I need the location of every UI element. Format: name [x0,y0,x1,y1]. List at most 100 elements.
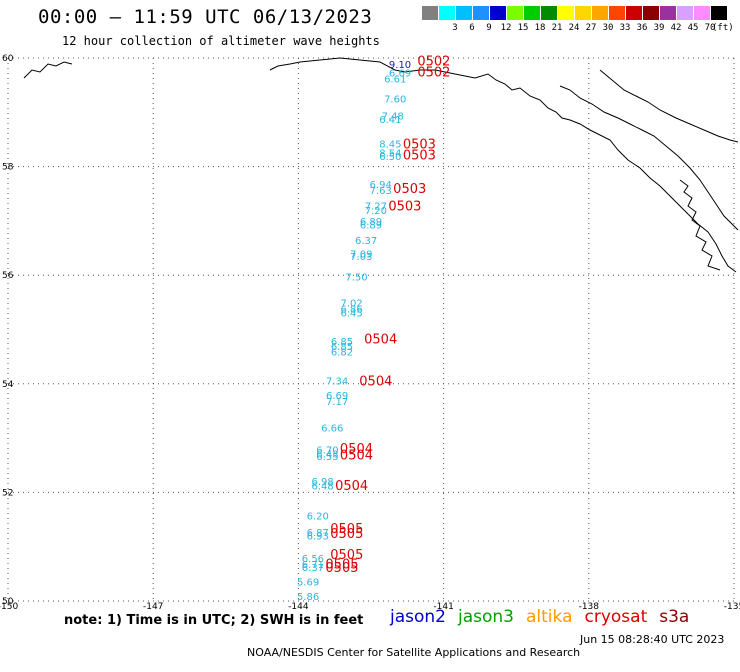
scale-label: 39 [653,23,665,33]
scale-label: 9 [486,23,492,33]
wave-height-label: 6.85 [331,337,353,348]
wave-height-label: 6.70 [316,445,338,456]
scale-label: 18 [534,23,546,33]
scale-swatch [541,6,557,20]
map-title: 00:00 – 11:59 UTC 06/13/2023 [38,6,373,28]
scale-swatch [609,6,625,20]
scale-swatch [711,6,727,20]
pass-time-label: 0505 [330,527,363,542]
pass-time-label: 0505 [325,557,358,572]
x-tick-label: -135 [724,602,740,612]
scale-swatch [592,6,608,20]
footer-credit: NOAA/NESDIS Center for Satellite Applica… [247,646,581,659]
wave-height-label: 6.66 [321,424,343,435]
y-tick-label: 58 [2,163,14,173]
wave-height-label: 6.82 [331,348,353,359]
satellite-name: s3a [659,607,690,627]
satellite-name: altika [526,607,573,627]
wave-height-label: 6.20 [307,512,329,523]
wave-height-label: 6.43 [316,450,338,461]
wave-height-label: 6.61 [384,74,406,85]
pass-time-label: 0505 [330,522,363,537]
coastline-gulf-of-alaska [269,57,737,273]
scale-label: 30 [602,23,614,33]
axis-tick-labels: -150 -147 -144 -141 -138 -135 60 58 56 54 52 50 [0,54,740,612]
altimeter-labels: 9.106.696.617.607.486.418.458.546.506.94… [297,55,451,603]
pass-time-label: 0504 [364,333,397,348]
x-tick-label: -147 [143,602,163,612]
wave-height-map: 9.106.696.617.607.486.418.458.546.506.94… [0,54,740,612]
x-tick-label: -141 [433,602,453,612]
wave-height-label: 6.50 [379,152,401,163]
scale-swatch [677,6,693,20]
x-tick-label: -150 [0,602,18,612]
coastline-alexander-archipelago [559,85,739,231]
y-tick-label: 50 [2,597,14,607]
scale-swatch [626,6,642,20]
wave-height-label: 6.69 [326,391,348,402]
scale-swatch [524,6,540,20]
footer: NOAA/NESDIS Center for Satellite Applica… [240,633,724,672]
scale-label: 12 [500,23,512,33]
scale-swatch [507,6,523,20]
pass-time-label: 0504 [340,442,373,457]
pass-time-label: 0503 [403,149,436,164]
wave-height-label: 7.34 [326,376,348,387]
scale-label: 24 [568,23,580,33]
wave-height-label: 8.45 [379,140,401,151]
wave-height-label: 6.87 [307,528,329,539]
wave-height-label: 6.86 [341,305,363,316]
scale-label: 45 [687,23,699,33]
wave-height-label: 9.10 [389,60,411,71]
y-tick-label: 56 [2,271,14,281]
scale-unit: (ft) [712,23,734,33]
wave-height-label: 6.56 [302,554,324,565]
pass-time-label: 0504 [340,448,373,463]
pass-time-label: 0503 [388,200,421,215]
wave-height-label: 7.48 [382,111,404,122]
satellite-name: jason2 [390,607,446,627]
scale-label: 6 [469,23,475,33]
pass-time-label: 0505 [330,548,363,563]
scale-label: 36 [636,23,648,33]
pass-time-label: 0503 [403,138,436,153]
wave-height-label: 6.94 [370,180,392,191]
map-subtitle: 12 hour collection of altimeter wave hei… [62,34,380,48]
wave-height-label: 6.98 [311,477,333,488]
wave-height-label: 6.89 [360,217,382,228]
wave-height-label: 7.60 [384,95,406,106]
wave-height-label: 7.09 [350,249,372,260]
wave-height-label: 7.20 [365,206,387,217]
scale-swatch [422,6,438,20]
scale-swatch [490,6,506,20]
wave-height-label: 6.89 [360,221,382,232]
scale-label: 21 [551,23,563,33]
wave-height-label: 6.55 [316,452,338,463]
satellite-legend: jason2 jason3 altika cryosat s3a [390,607,701,627]
scale-swatch [456,6,472,20]
pass-time-label: 0504 [359,374,392,389]
y-tick-label: 54 [2,380,14,390]
wave-height-label: 6.45 [341,308,363,319]
scale-label: 27 [585,23,597,33]
wave-height-label: 6.69 [389,68,411,79]
scale-swatch [558,6,574,20]
wave-height-label: 5.86 [297,592,319,603]
wave-height-label: 5.69 [297,577,319,588]
scale-swatch [660,6,676,20]
y-tick-label: 60 [2,54,14,64]
coastline-north-left [23,61,73,79]
scale-swatch [473,6,489,20]
wave-height-label: 6.37 [302,563,324,574]
wave-height-label: 7.03 [350,252,372,263]
pass-time-label: 0502 [417,65,450,80]
scale-swatch [575,6,591,20]
coastline-inland-east [599,69,739,143]
wave-height-label: 6.37 [355,236,377,247]
coastline-islands [679,179,721,271]
pass-time-label: 0503 [393,182,426,197]
scale-label: 33 [619,23,631,33]
footnote: note: 1) Time is in UTC; 2) SWH is in fe… [64,613,364,628]
wave-height-label: 7.63 [370,186,392,197]
pass-time-label: 0502 [417,55,450,70]
